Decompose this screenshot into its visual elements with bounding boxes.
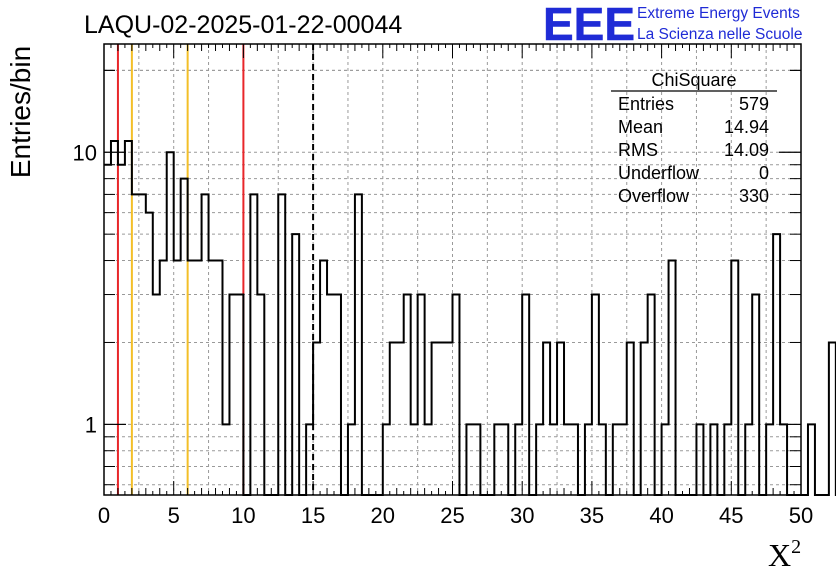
histogram-bin [404, 295, 411, 495]
y-tick-labels: 1 10 [73, 140, 97, 437]
y-tick-label: 1 [85, 412, 97, 437]
histogram-bin [752, 295, 759, 495]
stats-label: Overflow [618, 186, 690, 206]
histogram-bin [313, 342, 320, 495]
stats-label: Entries [618, 94, 674, 114]
stats-value: 579 [739, 94, 769, 114]
histogram-bin [229, 295, 236, 495]
histogram-bin [543, 342, 550, 495]
x-tick-label: 10 [231, 503, 255, 528]
histogram-bin [278, 194, 285, 495]
stats-box: ChiSquare Entries 579 Mean 14.94 RMS 14.09 Und… [611, 70, 777, 206]
histogram-bin [104, 165, 111, 495]
histogram-bin [648, 295, 655, 495]
x-axis-label-base: X [768, 537, 791, 572]
histogram-bin [334, 295, 341, 495]
histogram-bin [439, 342, 446, 495]
histogram-bin [216, 261, 223, 495]
stats-value: 14.09 [724, 140, 769, 160]
eee-logo-line1: Extreme Energy Events [637, 5, 800, 22]
histogram-bin [153, 295, 160, 495]
eee-logo: EEE Extreme Energy Events La Scienza nel… [543, 0, 803, 50]
axis-ticks [103, 44, 802, 495]
histogram-bin [188, 261, 195, 495]
stats-label: Underflow [618, 163, 700, 183]
x-tick-label: 0 [98, 503, 110, 528]
x-tick-label: 45 [719, 503, 743, 528]
x-tick-label: 40 [649, 503, 673, 528]
histogram-bin [202, 194, 209, 495]
histogram-bin [250, 194, 257, 495]
stats-box-title: ChiSquare [651, 70, 736, 90]
stats-box-rows: Entries 579 Mean 14.94 RMS 14.09 Underflow 0 Ove… [618, 94, 769, 206]
x-tick-label: 35 [580, 503, 604, 528]
stats-value: 0 [759, 163, 769, 183]
stats-value: 330 [739, 186, 769, 206]
histogram-bin [146, 213, 153, 495]
histogram-bin [167, 152, 174, 495]
stats-label: RMS [618, 140, 658, 160]
histogram-bin [209, 261, 216, 495]
histogram-bin [118, 165, 125, 495]
x-tick-label: 5 [168, 503, 180, 528]
histogram-bin [320, 261, 327, 495]
histogram-bin [174, 261, 181, 495]
histogram-bin [418, 295, 425, 495]
histogram-bin [257, 295, 264, 495]
histogram-bin [522, 295, 529, 495]
stats-label: Mean [618, 117, 663, 137]
histogram-bin [181, 179, 188, 495]
histogram-bin [355, 194, 362, 495]
eee-logo-mark: EEE [543, 0, 635, 50]
histogram-bin [327, 295, 334, 495]
histogram-bin [808, 424, 815, 495]
x-tick-label: 25 [440, 503, 464, 528]
x-tick-label: 30 [510, 503, 534, 528]
histogram-bin [132, 194, 139, 495]
stats-value: 14.94 [724, 117, 769, 137]
histogram-bin [773, 234, 780, 495]
histogram-bin [669, 261, 676, 495]
histogram-bin [829, 342, 836, 495]
chart-title: LAQU-02-2025-01-22-00044 [84, 11, 402, 39]
histogram-bin [641, 342, 648, 495]
x-tick-label: 50 [789, 503, 813, 528]
eee-logo-line2: La Scienza nelle Scuole [637, 26, 802, 43]
histogram-bin [557, 342, 564, 495]
histogram-bin [432, 342, 439, 495]
histogram-bin [397, 342, 404, 495]
reference-lines [116, 44, 315, 495]
histogram-bin [160, 261, 167, 495]
histogram-bin [627, 342, 634, 495]
x-tick-label: 15 [301, 503, 325, 528]
x-axis-label: X2 [768, 536, 801, 572]
histogram-bin [390, 342, 397, 495]
histogram-bin [453, 295, 460, 495]
histogram-bin [292, 234, 299, 495]
x-tick-label: 20 [371, 503, 395, 528]
histogram-bin [731, 261, 738, 495]
y-axis-label: Entries/bin [5, 46, 36, 178]
histogram-bin [139, 194, 146, 495]
histogram-bin [195, 261, 202, 495]
y-tick-label: 10 [73, 140, 97, 165]
histogram-bin [592, 295, 599, 495]
x-axis-label-superscript: 2 [791, 536, 801, 558]
histogram-bin [446, 342, 453, 495]
histogram-bin [236, 295, 243, 495]
x-tick-labels: 0 5 10 15 20 25 30 35 40 45 50 [98, 503, 813, 528]
